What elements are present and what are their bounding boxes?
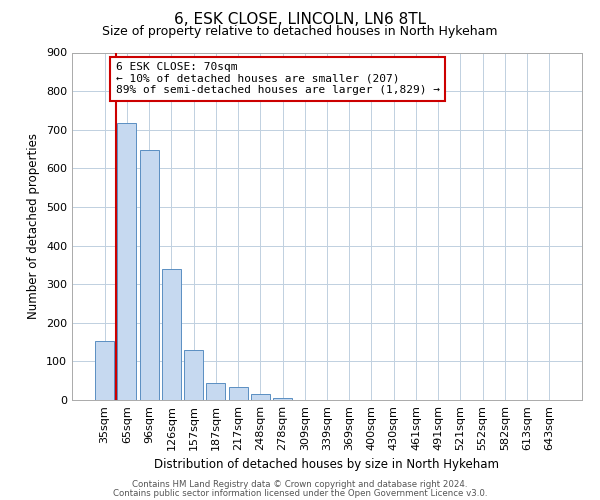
Bar [140, 150, 158, 400]
Y-axis label: Number of detached properties: Number of detached properties [28, 133, 40, 320]
Text: 6 ESK CLOSE: 70sqm
← 10% of detached houses are smaller (207)
89% of semi-detach: 6 ESK CLOSE: 70sqm ← 10% of detached hou… [116, 62, 440, 96]
Text: 6, ESK CLOSE, LINCOLN, LN6 8TL: 6, ESK CLOSE, LINCOLN, LN6 8TL [174, 12, 426, 28]
Text: Size of property relative to detached houses in North Hykeham: Size of property relative to detached ho… [102, 25, 498, 38]
Text: Contains HM Land Registry data © Crown copyright and database right 2024.: Contains HM Land Registry data © Crown c… [132, 480, 468, 489]
Text: Contains public sector information licensed under the Open Government Licence v3: Contains public sector information licen… [113, 488, 487, 498]
Bar [118, 123, 136, 400]
Bar [184, 350, 203, 400]
Bar [273, 398, 292, 400]
Bar [229, 388, 248, 400]
Bar [206, 384, 225, 400]
Bar [162, 270, 181, 400]
Bar [251, 394, 270, 400]
Bar [95, 341, 114, 400]
X-axis label: Distribution of detached houses by size in North Hykeham: Distribution of detached houses by size … [155, 458, 499, 471]
